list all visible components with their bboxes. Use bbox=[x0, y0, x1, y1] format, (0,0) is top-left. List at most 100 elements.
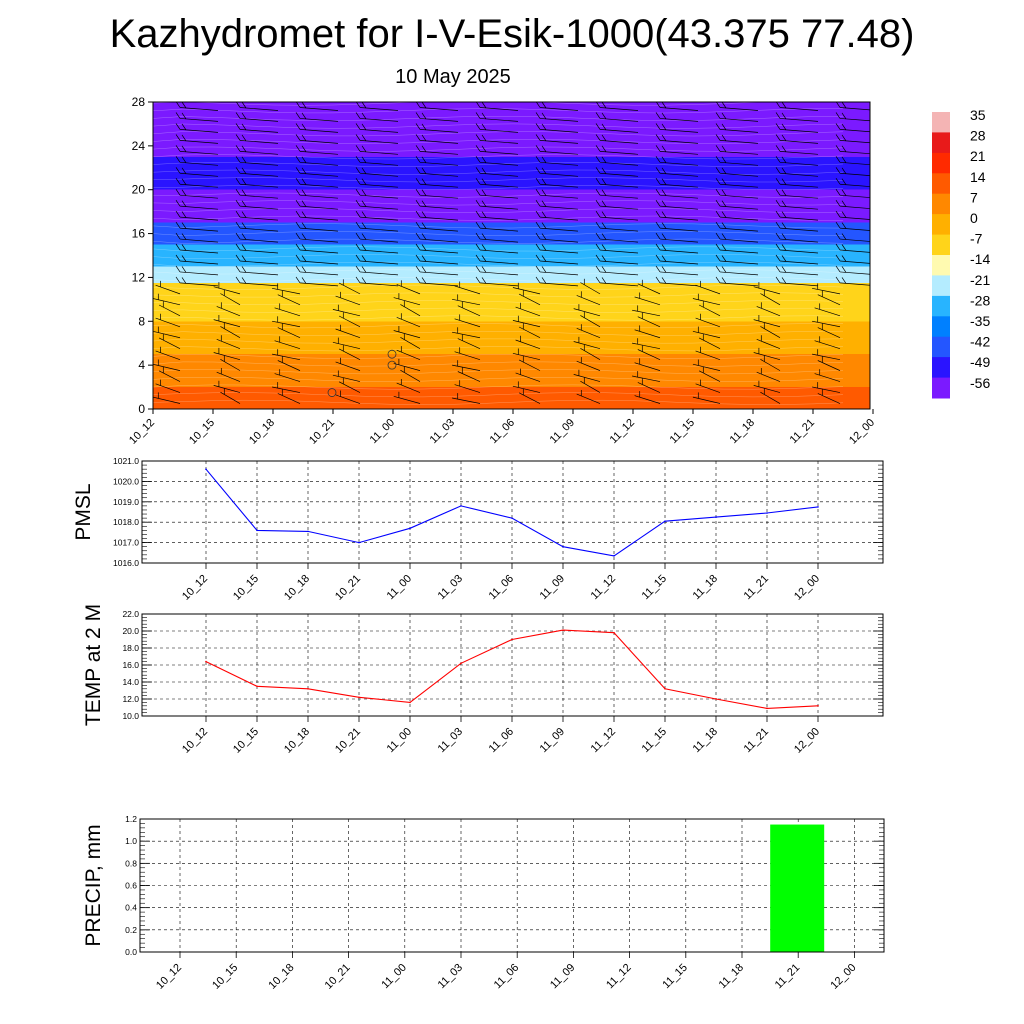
wind-barb bbox=[272, 382, 301, 393]
wind-barb bbox=[393, 391, 421, 404]
wind-barb bbox=[235, 167, 279, 177]
wind-barb bbox=[835, 232, 870, 242]
wind-barb-shaft bbox=[239, 107, 279, 111]
wind-barb bbox=[454, 314, 481, 328]
wind-barb-shaft bbox=[419, 150, 459, 155]
wind-barb-feather bbox=[535, 112, 541, 119]
wind-barb bbox=[475, 276, 519, 287]
wind-barb bbox=[475, 232, 519, 243]
wind-barb-shaft bbox=[272, 353, 301, 361]
wind-barb-feather bbox=[775, 167, 781, 174]
wind-barb-feather bbox=[415, 276, 421, 284]
wind-barb-feather bbox=[595, 134, 601, 141]
wind-barb-feather bbox=[781, 233, 787, 240]
temp-panel: 10.0 12.0 14.0 16.0 18.0 20.0 22.0 10_12 10_15 10… bbox=[82, 604, 884, 756]
wind-barb-shaft bbox=[213, 319, 241, 328]
wind-barb bbox=[295, 145, 339, 155]
panel-frame bbox=[139, 818, 885, 953]
wind-barb-shaft bbox=[779, 140, 819, 144]
wind-barb-feather bbox=[541, 189, 547, 196]
wind-barb-shaft bbox=[299, 205, 339, 210]
wind-barb bbox=[415, 145, 459, 155]
data-point bbox=[460, 662, 462, 665]
wind-barb-feather bbox=[241, 222, 247, 229]
wind-barb-shaft bbox=[599, 194, 639, 199]
wind-barb-feather bbox=[355, 232, 361, 240]
x-tick-label: 10_21 bbox=[333, 573, 363, 603]
x-tick-label: 11_12 bbox=[589, 726, 619, 756]
x-tick-label: 11_00 bbox=[379, 962, 409, 992]
wind-barb-shaft bbox=[779, 227, 819, 232]
wind-barb bbox=[475, 156, 519, 166]
wind-barb-shaft bbox=[539, 216, 579, 221]
wind-barb-shaft bbox=[779, 260, 819, 265]
wind-barb-shaft bbox=[158, 304, 181, 317]
contour-line bbox=[153, 338, 844, 344]
wind-barb-feather bbox=[541, 244, 547, 251]
wind-barb bbox=[715, 232, 759, 243]
wind-barb-shaft bbox=[239, 150, 279, 155]
wind-barb bbox=[457, 367, 481, 382]
wind-barb-shaft bbox=[359, 129, 399, 133]
colorbar-label: -14 bbox=[970, 251, 990, 267]
wind-barb bbox=[632, 305, 661, 317]
wind-barb bbox=[295, 134, 339, 144]
wind-barb-shaft bbox=[335, 394, 361, 404]
wind-barb-shaft bbox=[580, 347, 601, 360]
wind-barb bbox=[715, 210, 759, 221]
wind-barb-shaft bbox=[539, 183, 579, 188]
wind-barb bbox=[715, 243, 759, 254]
wind-barb-feather bbox=[301, 134, 307, 142]
wind-barb-shaft bbox=[698, 304, 721, 317]
wind-barb-feather bbox=[601, 156, 607, 163]
x-tick-label: 11_18 bbox=[691, 573, 721, 603]
wind-barb-feather bbox=[835, 145, 841, 152]
wind-barb-feather bbox=[175, 123, 181, 130]
wind-barb-shaft bbox=[454, 351, 481, 360]
x-tick-label: 11_06 bbox=[488, 417, 518, 447]
x-tick-label: 11_00 bbox=[385, 726, 415, 756]
wind-barb-feather bbox=[475, 178, 481, 185]
wind-barb-shaft bbox=[359, 140, 399, 144]
wind-barb-feather bbox=[655, 123, 661, 130]
wind-barb-shaft bbox=[419, 194, 459, 199]
wind-barb bbox=[655, 221, 699, 232]
wind-barb bbox=[535, 167, 579, 177]
wind-barb bbox=[695, 346, 721, 360]
wind-barb-shaft bbox=[719, 238, 759, 243]
wind-barb-shaft bbox=[479, 172, 519, 177]
wind-barb-feather bbox=[601, 112, 607, 120]
wind-barb bbox=[595, 200, 639, 210]
wind-barb-feather bbox=[415, 123, 421, 130]
x-tick-label: 10_12 bbox=[154, 962, 184, 992]
wind-barb-feather bbox=[295, 156, 301, 163]
wind-barb-shaft bbox=[179, 282, 219, 287]
wind-barb-feather bbox=[655, 145, 661, 152]
y-tick-label: 28 bbox=[132, 95, 146, 109]
wind-barb-shaft bbox=[839, 282, 870, 286]
wind-barb-feather bbox=[481, 244, 487, 251]
y-tick-label: 20 bbox=[132, 183, 146, 197]
wind-barb-shaft bbox=[659, 118, 699, 122]
wind-barb bbox=[655, 200, 699, 210]
wind-barb-shaft bbox=[573, 341, 601, 350]
x-tick-label: 11_03 bbox=[428, 417, 458, 447]
x-tick-label: 10_12 bbox=[127, 417, 157, 447]
contour-line bbox=[153, 115, 844, 121]
wind-barb-shaft bbox=[338, 381, 361, 393]
wind-barb-shaft bbox=[839, 238, 870, 242]
wind-barb bbox=[277, 323, 301, 339]
wind-barb-shaft bbox=[239, 194, 279, 199]
wind-barb-shaft bbox=[179, 216, 219, 221]
contour-line bbox=[153, 146, 844, 152]
wind-barb bbox=[415, 167, 459, 177]
wind-barb-feather bbox=[175, 221, 181, 229]
wind-barb bbox=[415, 112, 459, 122]
wind-barb bbox=[595, 134, 639, 144]
wind-barb bbox=[475, 189, 519, 199]
wind-barb-feather bbox=[655, 167, 661, 174]
wind-barb-feather bbox=[661, 211, 667, 218]
wind-barb-feather bbox=[841, 123, 847, 131]
wind-barb-feather bbox=[601, 178, 607, 185]
